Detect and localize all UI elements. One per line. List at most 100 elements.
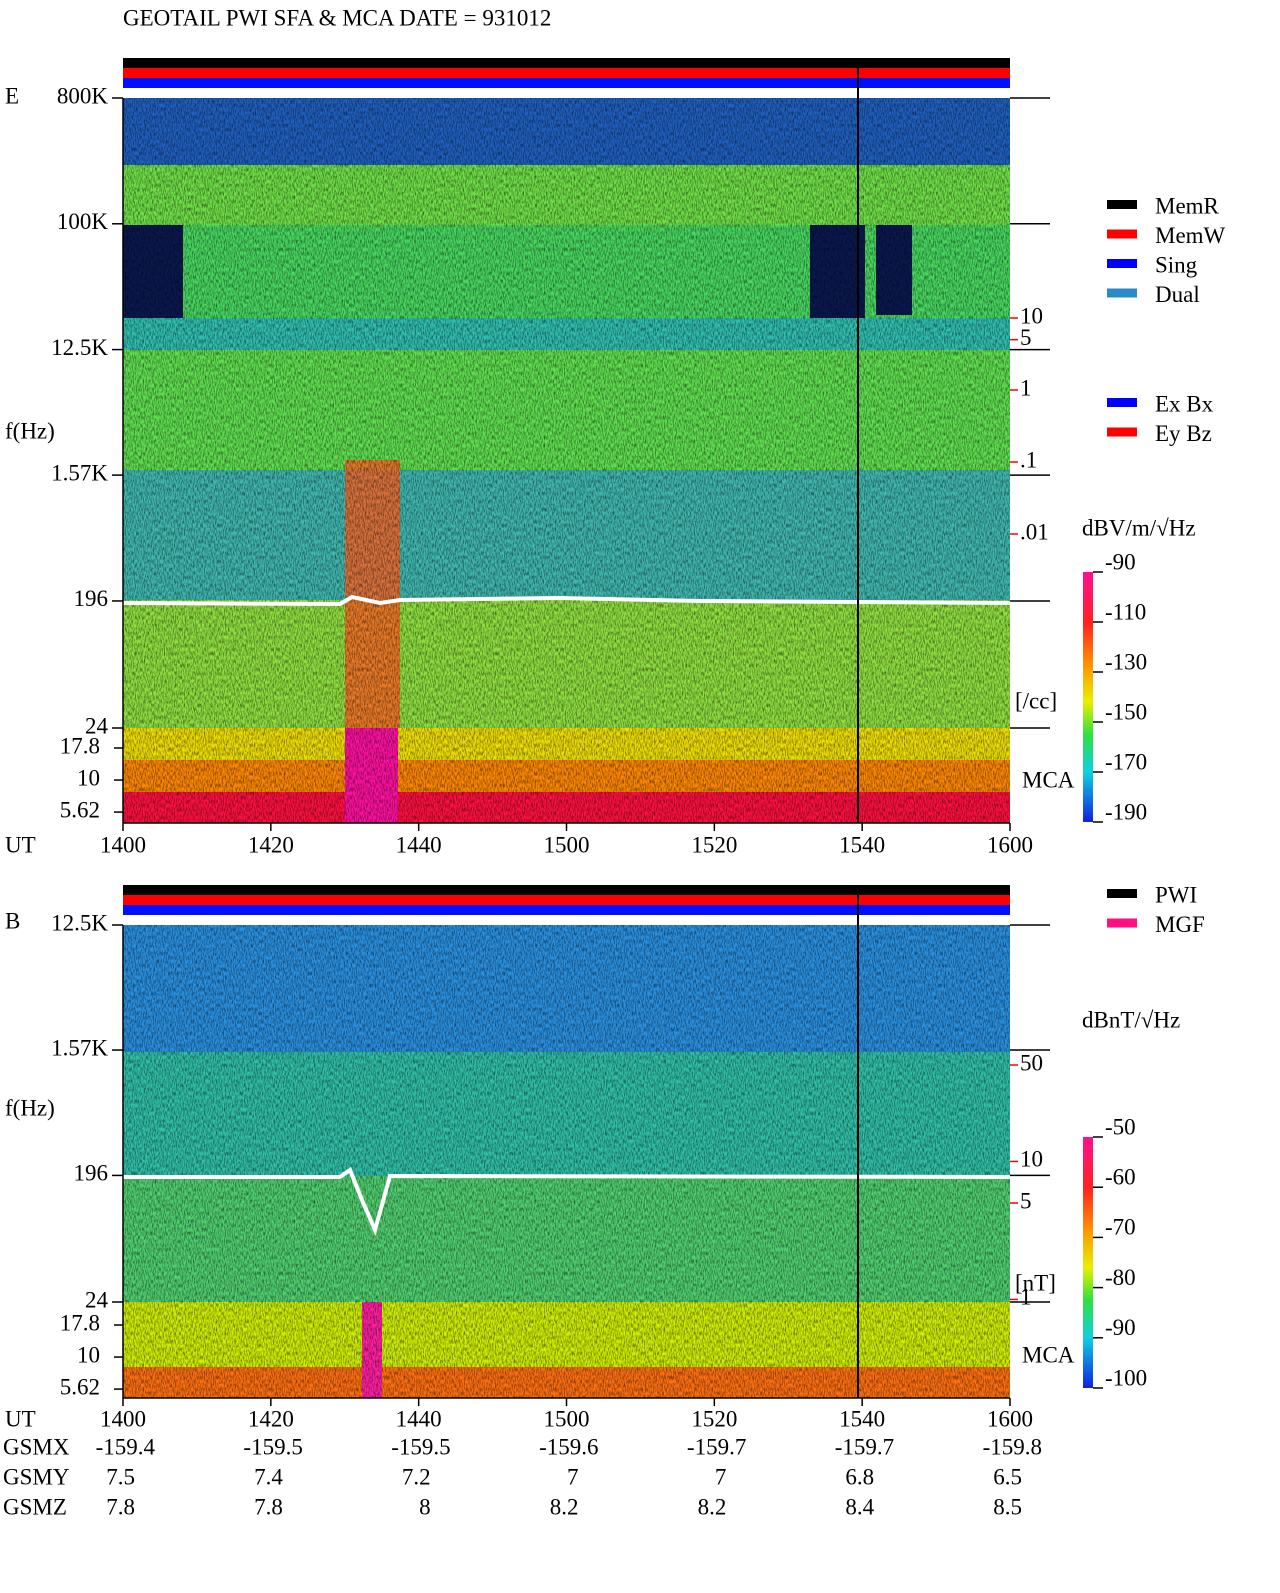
orbit-value: -159.5 [391,1434,450,1459]
orbit-value: 6.5 [993,1464,1022,1489]
y-tick-label: 12.5K [51,335,108,360]
colorbar-tick-label: -110 [1105,599,1146,624]
legend-label: Sing [1155,252,1198,277]
orbit-value: -159.6 [539,1434,598,1459]
orbit-value: -159.7 [687,1434,746,1459]
x-tick-label: 1500 [544,1406,590,1431]
mca-tick-label: 5.62 [60,797,100,822]
colorbar-tick-label: -190 [1105,799,1147,824]
colorbar-tick-label: -70 [1105,1215,1136,1240]
x-axis-label: UT [5,1406,36,1431]
x-tick-label: 1420 [248,832,294,857]
legend-label: MemR [1155,193,1220,218]
orbit-value: 7 [567,1464,579,1489]
orbit-value: 8.2 [550,1494,579,1519]
y-tick-label: 196 [74,586,109,611]
right-tick-label: 50 [1020,1050,1043,1075]
legend-swatch [1107,889,1137,898]
x-tick-label: 1600 [987,1406,1033,1431]
y-tick-label: 1.57K [51,1035,108,1060]
legend-label: Ey Bz [1155,421,1212,446]
orbit-label: GSMZ [3,1494,67,1519]
right-tick-label: 10 [1020,303,1043,328]
mca-label: MCA [1022,767,1075,792]
y-axis-label: f(Hz) [5,1095,55,1120]
orbit-value: 7.8 [106,1494,135,1519]
mca-tick-label: 10 [77,765,100,790]
legend-swatch [1107,427,1137,437]
colorbar-tick-label: -60 [1105,1164,1136,1189]
legend-label: MGF [1155,912,1205,937]
spectrogram-b [123,885,1011,1398]
orbit-value: -159.7 [835,1434,894,1459]
y-tick-label: 800K [57,83,109,108]
y-tick-label: 1.57K [51,460,108,485]
legend-label: Ex Bx [1155,391,1214,416]
x-axis-label: UT [5,832,36,857]
spectrogram-e [122,58,1011,823]
x-tick-label: 1440 [396,1406,442,1431]
orbit-value: 8.2 [698,1494,727,1519]
title: GEOTAIL PWI SFA & MCA DATE = 931012 [123,5,551,30]
legend-swatch [1107,259,1137,268]
mca-tick-label: 17.8 [60,733,100,758]
legend-swatch [1107,200,1137,209]
colorbar-tick-label: -50 [1105,1114,1136,1139]
x-tick-label: 1400 [100,1406,146,1431]
panel-label: B [5,908,20,933]
colorbar-b [1083,1137,1093,1388]
legend-swatch [1107,398,1137,407]
x-tick-label: 1540 [839,1406,885,1431]
orbit-value: 6.8 [845,1464,874,1489]
right-axis-label: [/cc] [1015,688,1057,713]
orbit-value: 7.8 [254,1494,283,1519]
legend-swatch [1107,288,1137,298]
y-tick-label: 196 [74,1161,109,1186]
y-tick-label: 100K [57,209,109,234]
colorbar-tick-label: -170 [1105,749,1147,774]
orbit-value: 7.4 [254,1464,283,1489]
y-tick-label: 12.5K [51,910,108,935]
x-tick-label: 1420 [248,1406,294,1431]
legend-swatch [1107,918,1137,928]
orbit-value: 8.5 [993,1494,1022,1519]
orbit-value: 7.2 [402,1464,431,1489]
orbit-label: GSMX [3,1434,70,1459]
colorbar-tick-label: -150 [1105,699,1147,724]
colorbar-tick-label: -90 [1105,1315,1136,1340]
legend-label: PWI [1155,882,1197,907]
orbit-value: -159.4 [96,1434,156,1459]
orbit-value: 7.5 [106,1464,135,1489]
right-tick-label: 1 [1020,375,1032,400]
y-tick-label: 24 [85,713,109,738]
x-tick-label: 1440 [396,832,442,857]
x-tick-label: 1520 [691,1406,737,1431]
colorbar-label: dBV/m/√Hz [1082,515,1196,540]
x-tick-label: 1400 [100,832,146,857]
right-axis-label: [nT] [1015,1270,1056,1295]
x-tick-label: 1500 [544,832,590,857]
colorbar-tick-label: -130 [1105,649,1147,674]
x-tick-label: 1540 [839,832,885,857]
right-tick-label: .01 [1020,519,1049,544]
legend-label: Dual [1155,282,1200,307]
x-tick-label: 1520 [691,832,737,857]
legend-swatch [1107,229,1137,239]
right-tick-label: 5 [1020,1188,1032,1213]
x-tick-label: 1600 [987,832,1033,857]
right-tick-label: 10 [1020,1147,1043,1172]
legend-label: MemW [1155,223,1226,248]
mca-label: MCA [1022,1342,1075,1367]
right-tick-label: 5 [1020,325,1032,350]
orbit-value: 8.4 [845,1494,874,1519]
orbit-value: -159.8 [983,1434,1042,1459]
mca-tick-label: 5.62 [60,1374,100,1399]
panel-label: E [5,83,19,108]
colorbar-e [1083,572,1093,822]
colorbar-label: dBnT/√Hz [1082,1007,1180,1032]
right-tick-label: .1 [1020,447,1037,472]
colorbar-tick-label: -80 [1105,1265,1136,1290]
orbit-value: -159.5 [243,1434,302,1459]
mca-tick-label: 10 [77,1342,100,1367]
mca-tick-label: 17.8 [60,1310,100,1335]
